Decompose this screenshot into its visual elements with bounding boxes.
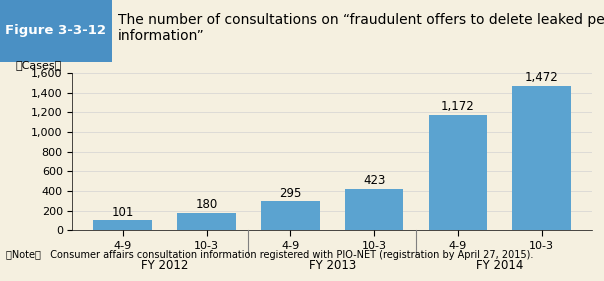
Bar bbox=[261, 201, 320, 230]
Text: 180: 180 bbox=[196, 198, 217, 211]
Text: FY 2012: FY 2012 bbox=[141, 259, 188, 272]
Text: 1,472: 1,472 bbox=[525, 71, 559, 84]
Text: 295: 295 bbox=[279, 187, 301, 200]
Text: Figure 3-3-12: Figure 3-3-12 bbox=[5, 24, 106, 37]
Text: The number of consultations on “fraudulent offers to delete leaked personal
info: The number of consultations on “fraudule… bbox=[118, 13, 604, 43]
Text: 423: 423 bbox=[363, 174, 385, 187]
Bar bbox=[512, 86, 571, 230]
Bar bbox=[429, 115, 487, 230]
FancyBboxPatch shape bbox=[0, 0, 112, 62]
Text: 1,172: 1,172 bbox=[441, 100, 475, 113]
Text: FY 2013: FY 2013 bbox=[309, 259, 356, 272]
Text: （Note）   Consumer affairs consultation information registered with PIO-NET (regi: （Note） Consumer affairs consultation inf… bbox=[6, 250, 533, 260]
Bar bbox=[94, 221, 152, 230]
Text: FY 2014: FY 2014 bbox=[476, 259, 524, 272]
Text: （Cases）: （Cases） bbox=[15, 60, 62, 70]
Text: 101: 101 bbox=[112, 206, 134, 219]
Bar bbox=[177, 213, 236, 230]
Bar bbox=[345, 189, 403, 230]
